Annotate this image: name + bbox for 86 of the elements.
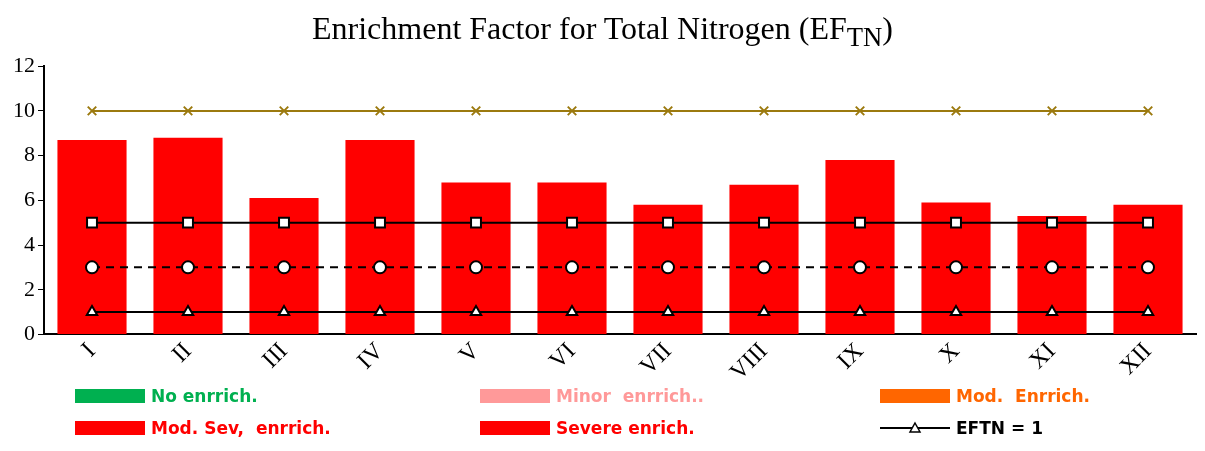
x-tick-label: I (75, 337, 100, 362)
point (181, 305, 195, 317)
x-tick-label: VI (543, 337, 580, 374)
point (182, 105, 194, 117)
legend-label: Severe enrich. (556, 418, 695, 438)
bar (537, 182, 607, 334)
point (757, 305, 771, 317)
bar (633, 204, 703, 334)
bar (825, 160, 895, 334)
x-tick-label: V (453, 336, 485, 368)
point (85, 305, 99, 317)
point (661, 305, 675, 317)
point (85, 260, 99, 275)
point (758, 216, 770, 229)
y-tick-label: 10 (13, 96, 35, 122)
legend-label: No enrrich. (151, 386, 258, 406)
point (1142, 216, 1154, 229)
point (181, 260, 195, 275)
point (566, 216, 578, 229)
point (1141, 305, 1155, 317)
point (277, 260, 291, 275)
bar (441, 182, 511, 334)
y-tick-label: 12 (13, 51, 35, 77)
legend-label: Mod. Enrrich. (956, 386, 1091, 406)
y-tick-label: 4 (24, 230, 35, 256)
x-tick-label: IX (831, 337, 868, 374)
point (758, 105, 770, 117)
chart-title: Enrichment Factor for Total Nitrogen (EF$_{TN}$) (311, 10, 894, 54)
point (1142, 105, 1154, 117)
y-tick-label: 8 (24, 141, 35, 167)
x-tick-label: III (256, 337, 292, 373)
bar (249, 198, 319, 334)
point (565, 260, 579, 275)
point (757, 260, 771, 275)
point (662, 105, 674, 117)
y-tick-label: 0 (24, 320, 35, 346)
point (1046, 105, 1058, 117)
point (661, 260, 675, 275)
point (373, 260, 387, 275)
point (1045, 305, 1059, 317)
point (854, 216, 866, 229)
point (565, 305, 579, 317)
point (469, 305, 483, 317)
y-tick-label: 2 (24, 275, 35, 301)
point (1046, 216, 1058, 229)
point (853, 305, 867, 317)
point (373, 305, 387, 317)
x-tick-label: X (933, 337, 964, 368)
point (86, 216, 98, 229)
x-tick-label: XI (1023, 337, 1060, 374)
bar (729, 184, 799, 334)
point (470, 105, 482, 117)
x-tick-label: VIII (724, 337, 772, 385)
point (1141, 260, 1155, 275)
bar (1017, 215, 1087, 334)
point (374, 105, 386, 117)
bar (345, 139, 415, 334)
point (278, 216, 290, 229)
x-tick-label: IV (351, 336, 389, 374)
point (86, 105, 98, 117)
point (1045, 260, 1059, 275)
x-tick-label: II (166, 337, 196, 367)
x-tick-label: XII (1114, 337, 1156, 380)
point (277, 305, 291, 317)
bar (1113, 204, 1183, 334)
point (470, 216, 482, 229)
point (950, 105, 962, 117)
point (949, 305, 963, 317)
point (182, 216, 194, 229)
point (853, 260, 867, 275)
legend-label: Minor enrrich.. (556, 386, 705, 406)
point (854, 105, 866, 117)
point (469, 260, 483, 275)
point (949, 260, 963, 275)
point (278, 105, 290, 117)
legend-label: Mod. Sev, enrrich. (151, 418, 331, 438)
y-tick-label: 6 (24, 186, 35, 212)
x-tick-label: VII (634, 337, 676, 380)
point (662, 216, 674, 229)
bar (921, 202, 991, 334)
point (566, 105, 578, 117)
bar (153, 137, 223, 334)
point (950, 216, 962, 229)
point (374, 216, 386, 229)
legend-label: EFTN = 1 (956, 418, 1043, 438)
bar (57, 139, 127, 334)
